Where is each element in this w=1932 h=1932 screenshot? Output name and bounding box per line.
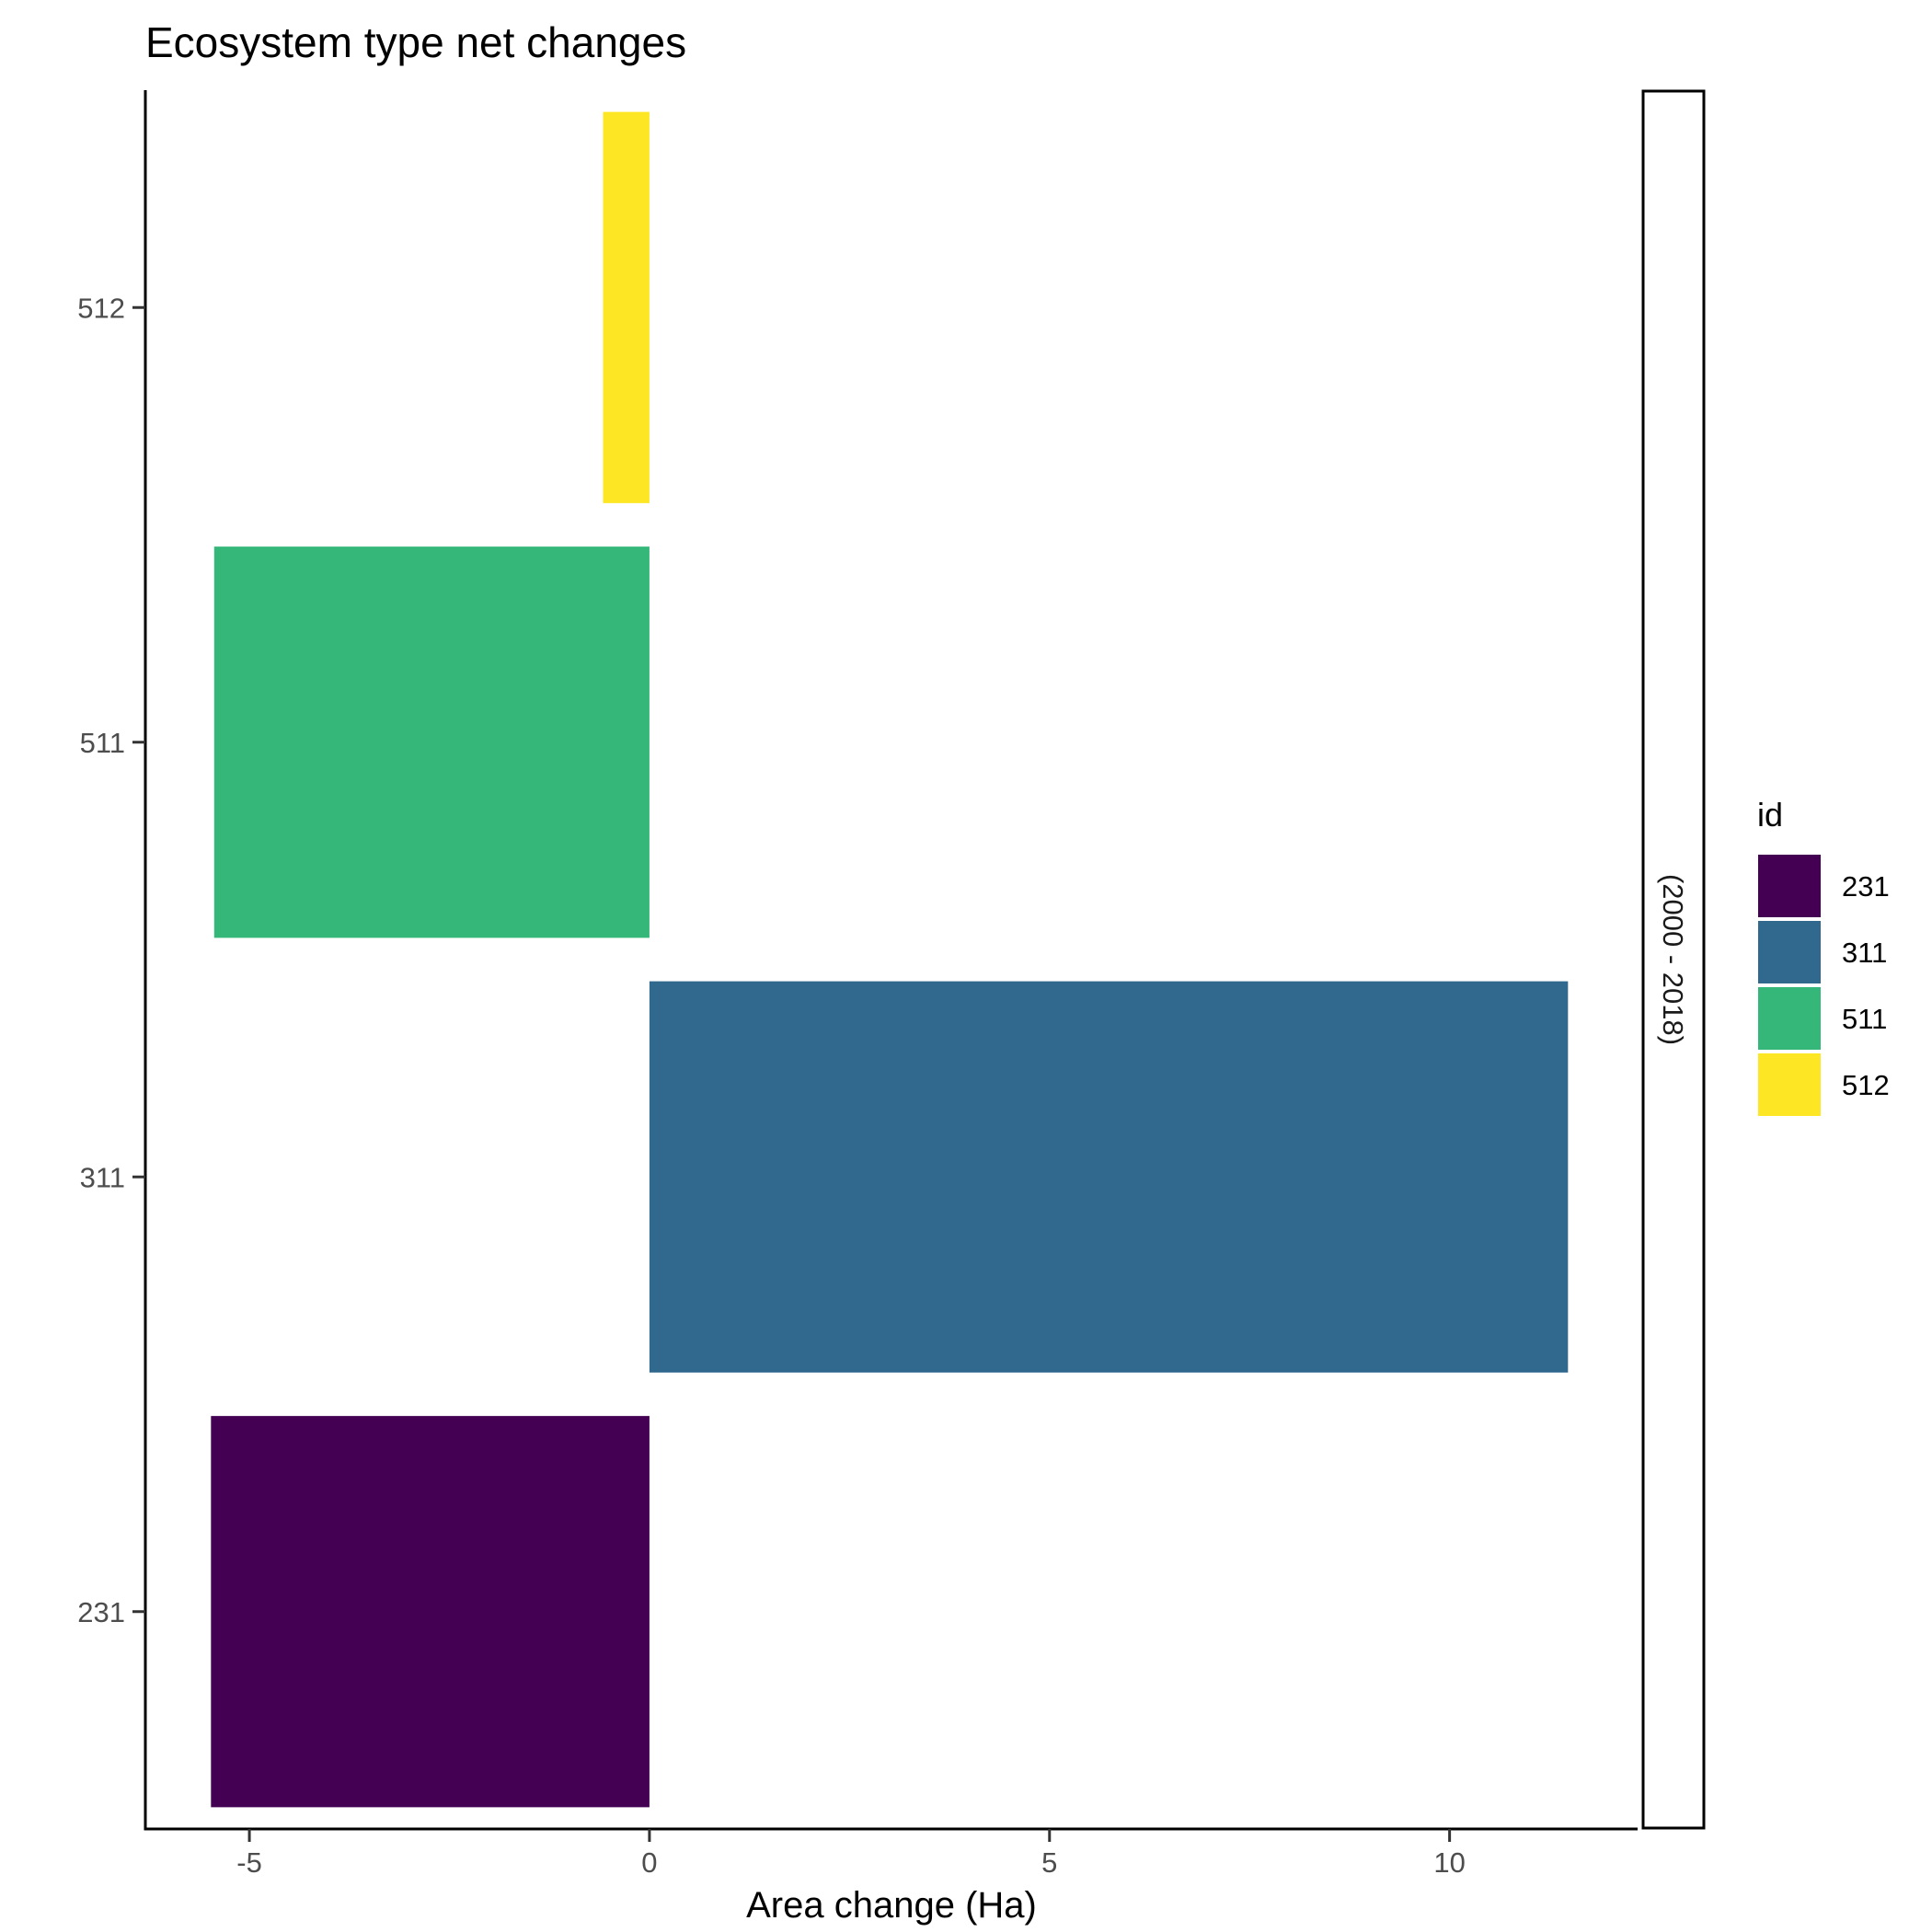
legend-label-512: 512	[1842, 1069, 1890, 1101]
legend: id 231 311 511 512	[1756, 796, 1890, 1118]
plot-area: -5 0 5 10 231 311 511 512	[77, 90, 1638, 1879]
legend-key-511	[1756, 985, 1823, 1052]
x-tick-label: -5	[236, 1846, 262, 1879]
bar-512	[603, 111, 650, 503]
legend-label-311: 311	[1842, 937, 1887, 969]
facet-strip-label: (2000 - 2018)	[1657, 874, 1689, 1045]
bar-511	[213, 546, 650, 938]
y-axis-ticks: 231 311 511 512	[77, 292, 145, 1628]
x-axis-title: Area change (Ha)	[746, 1885, 1037, 1926]
y-tick-label: 231	[77, 1596, 125, 1628]
facet-strip-box	[1641, 89, 1706, 1830]
chart-title: Ecosystem type net changes	[145, 18, 686, 66]
legend-title: id	[1757, 796, 1783, 834]
bar-311	[649, 981, 1569, 1373]
legend-label-231: 231	[1842, 870, 1890, 903]
bars	[211, 111, 1569, 1808]
facet-strip: (2000 - 2018)	[1641, 89, 1706, 1830]
legend-label-511: 511	[1842, 1003, 1887, 1035]
y-tick-label: 311	[80, 1161, 125, 1193]
legend-key-311	[1756, 919, 1823, 985]
legend-key-231	[1756, 853, 1823, 919]
legend-items: 231 311 511 512	[1756, 853, 1890, 1118]
legend-key-512	[1756, 1052, 1823, 1118]
x-tick-label: 10	[1433, 1846, 1465, 1879]
y-tick-label: 512	[77, 292, 125, 324]
x-tick-label: 5	[1041, 1846, 1057, 1879]
x-tick-label: 0	[641, 1846, 657, 1879]
x-axis-ticks: -5 0 5 10	[236, 1829, 1466, 1879]
bar-231	[211, 1416, 650, 1808]
y-tick-label: 511	[80, 727, 125, 759]
